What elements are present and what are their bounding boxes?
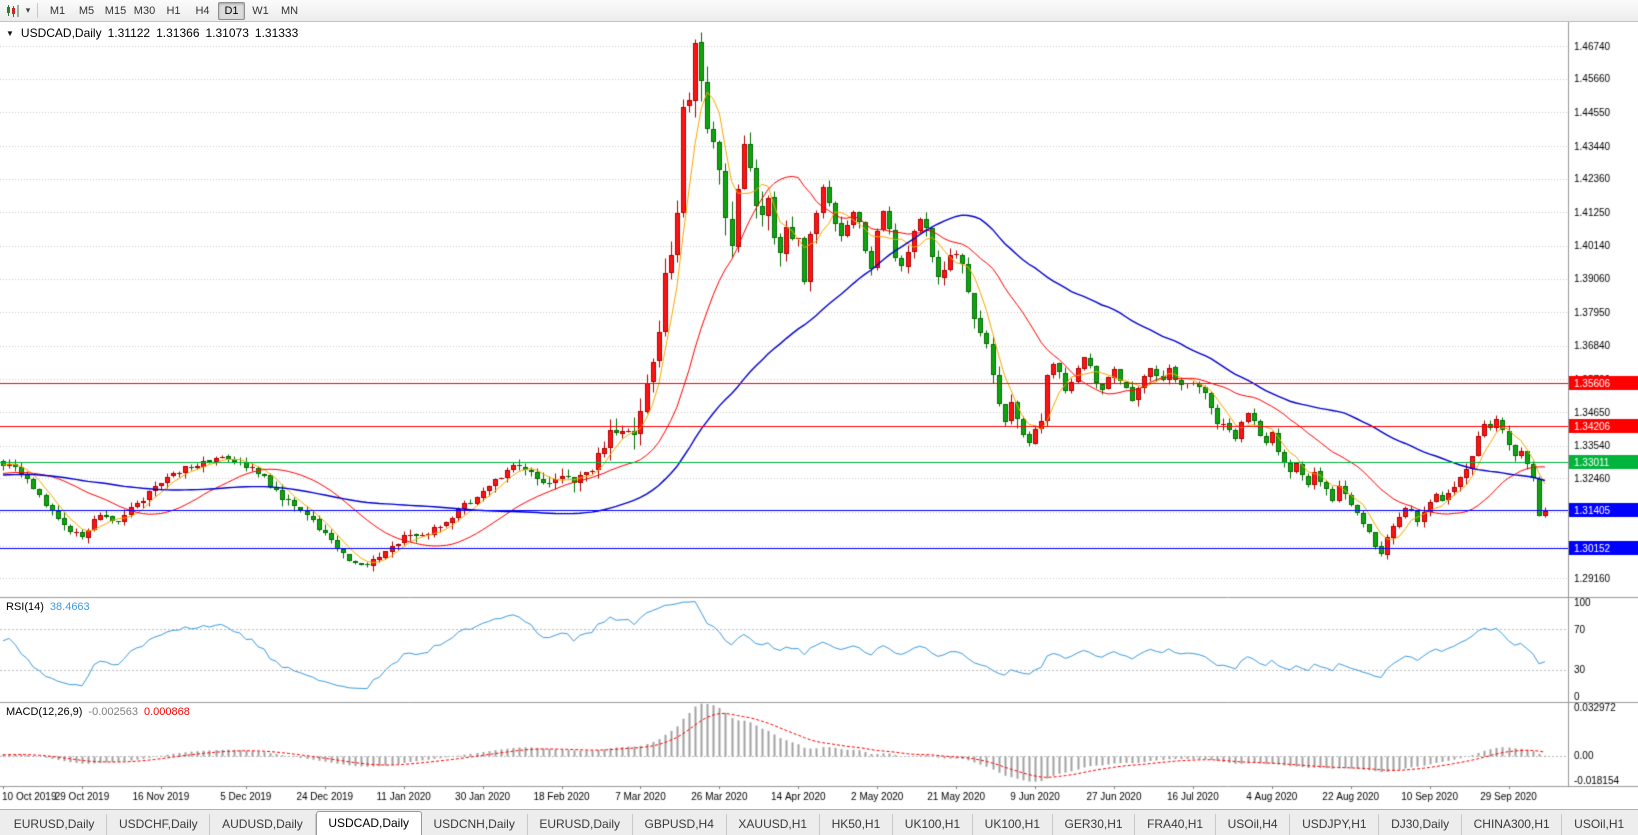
timeframe-button-m5[interactable]: M5 <box>73 2 100 20</box>
chart-type-icon[interactable] <box>4 2 22 20</box>
chart-tab-7-xauusdh1[interactable]: XAUUSD,H1 <box>727 814 820 835</box>
timeframe-button-h1[interactable]: H1 <box>160 2 187 20</box>
chart-tab-9-uk100h1[interactable]: UK100,H1 <box>893 814 973 835</box>
chart-tab-4-usdcnhdaily[interactable]: USDCNH,Daily <box>422 814 528 835</box>
timeframe-button-m30[interactable]: M30 <box>131 2 158 20</box>
chart-tab-1-usdchfdaily[interactable]: USDCHF,Daily <box>107 814 211 835</box>
chart-tab-2-audusddaily[interactable]: AUDUSD,Daily <box>210 814 316 835</box>
toolbar-separator <box>37 3 38 18</box>
timeframe-button-mn[interactable]: MN <box>276 2 303 20</box>
chart-tab-0-eurusddaily[interactable]: EURUSD,Daily <box>2 814 108 835</box>
chart-tab-14-usdjpyh1[interactable]: USDJPY,H1 <box>1290 814 1380 835</box>
chart-tab-11-ger30h1[interactable]: GER30,H1 <box>1053 814 1136 835</box>
candlestick-glyph <box>7 4 19 17</box>
chart-tab-17-usoilh1[interactable]: USOil,H1 <box>1574 817 1625 831</box>
chart-tab-12-fra40h1[interactable]: FRA40,H1 <box>1135 814 1216 835</box>
dropdown-arrow-icon[interactable]: ▾ <box>25 5 31 15</box>
chart-tab-10-uk100h1[interactable]: UK100,H1 <box>973 814 1053 835</box>
price-chart-canvas[interactable] <box>0 22 1638 809</box>
timeframe-button-m1[interactable]: M1 <box>44 2 71 20</box>
chart-tab-bar: EURUSD,Daily USDCHF,Daily AUDUSD,Daily USDC… <box>0 809 1638 835</box>
timeframe-button-h4[interactable]: H4 <box>189 2 216 20</box>
timeframe-button-m15[interactable]: M15 <box>102 2 129 20</box>
chart-tab-16-china300h1[interactable]: CHINA300,H1 <box>1462 814 1563 835</box>
chart-tab-8-hk50h1[interactable]: HK50,H1 <box>820 814 894 835</box>
chart-tab-15-dj30daily[interactable]: DJ30,Daily <box>1379 814 1462 835</box>
timeframe-button-w1[interactable]: W1 <box>247 2 274 20</box>
timeframe-buttons: M1 M5 M15 M30 H1 H4 D1 W1 MN <box>44 1 303 20</box>
chart-tab-3-usdcaddaily[interactable]: USDCAD,Daily <box>315 811 422 835</box>
chart-tab-5-eurusddaily[interactable]: EURUSD,Daily <box>528 814 633 835</box>
chart-tab-6-gbpusdh4[interactable]: GBPUSD,H4 <box>633 814 727 835</box>
chart-area: ▼ USDCAD,Daily 1.31122 1.31366 1.31073 1… <box>0 22 1638 809</box>
toolbar: ▾ M1 M5 M15 M30 H1 H4 D1 W1 MN <box>0 0 1638 22</box>
chart-tab-13-usoilh4[interactable]: USOil,H4 <box>1216 814 1291 835</box>
timeframe-button-d1[interactable]: D1 <box>218 1 245 20</box>
